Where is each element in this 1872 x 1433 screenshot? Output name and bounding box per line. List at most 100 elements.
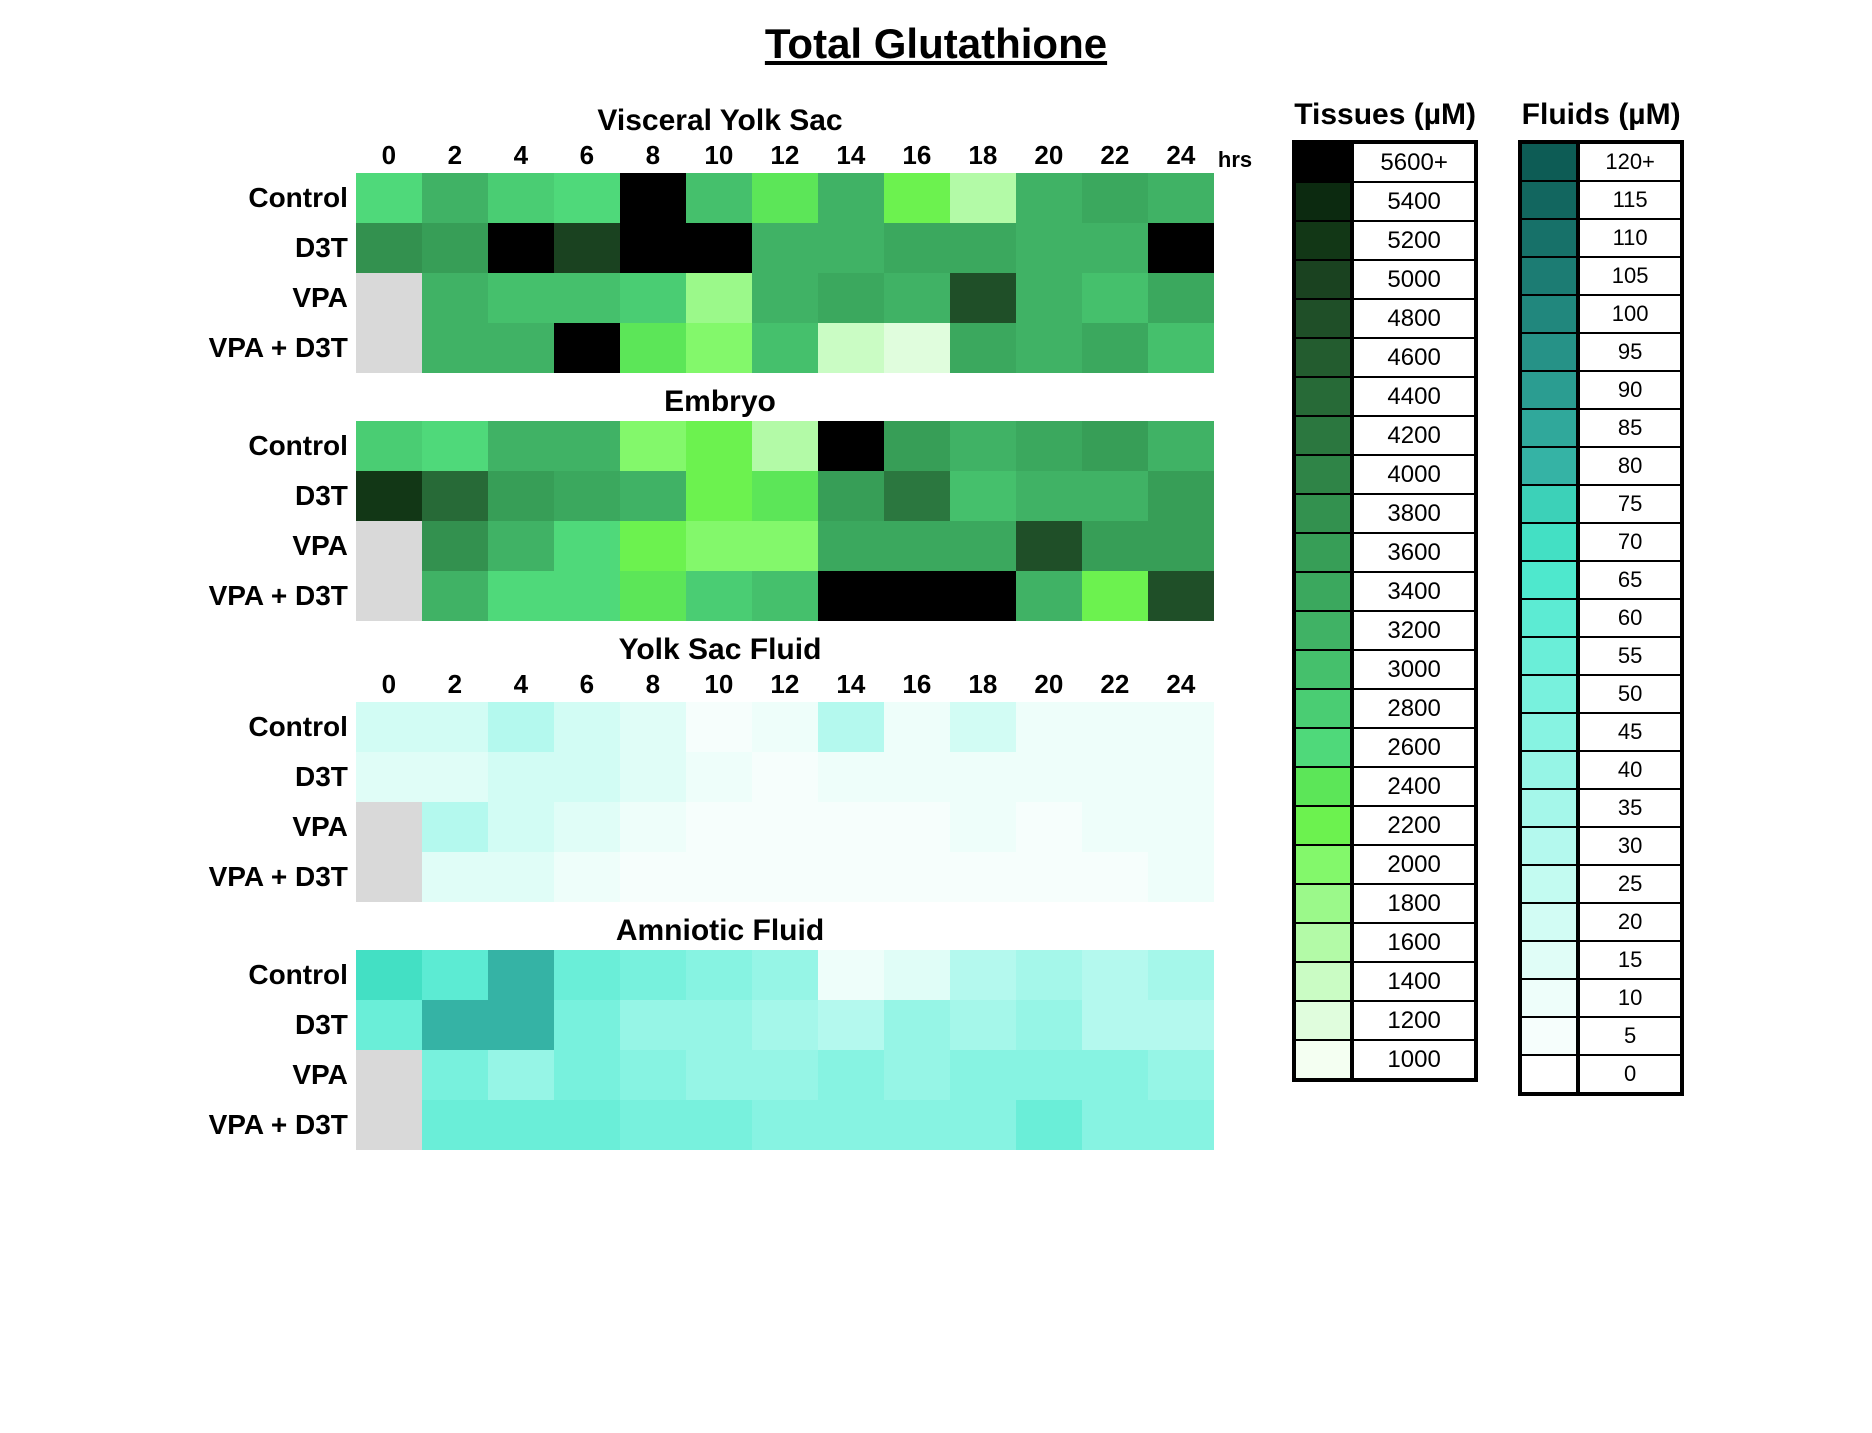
heatmap-cell bbox=[554, 852, 620, 902]
row-label: D3T bbox=[188, 1000, 356, 1050]
legend-label: 5400 bbox=[1354, 183, 1474, 222]
column-header: 2 bbox=[422, 669, 488, 702]
heatmap-cell bbox=[818, 471, 884, 521]
heatmap-cell bbox=[752, 273, 818, 323]
heatmap-cell bbox=[884, 173, 950, 223]
heatmap-cell bbox=[950, 471, 1016, 521]
heatmap-row: VPA bbox=[188, 273, 1252, 323]
legend-swatch bbox=[1522, 1018, 1576, 1056]
legend-swatch bbox=[1522, 182, 1576, 220]
heatmap-cell bbox=[1082, 1000, 1148, 1050]
legend-swatches bbox=[1518, 140, 1580, 1096]
heatmap-cell bbox=[488, 223, 554, 273]
legend-label: 120+ bbox=[1580, 144, 1680, 182]
legend-labels: 5600+54005200500048004600440042004000380… bbox=[1354, 140, 1478, 1082]
heatmap-cell bbox=[488, 521, 554, 571]
heatmap-cell bbox=[1148, 1050, 1214, 1100]
heatmap-cell bbox=[422, 702, 488, 752]
heatmap-cell bbox=[686, 1050, 752, 1100]
column-header: 14 bbox=[818, 140, 884, 173]
legend-body: 120+115110105100959085807570656055504540… bbox=[1518, 140, 1684, 1096]
heatmap-cell bbox=[554, 521, 620, 571]
heatmap-cell bbox=[1082, 1050, 1148, 1100]
heatmap-cell bbox=[620, 802, 686, 852]
panel-title: Visceral Yolk Sac bbox=[188, 104, 1252, 138]
legend-swatch bbox=[1522, 486, 1576, 524]
legend-label: 2200 bbox=[1354, 807, 1474, 846]
heatmap-cell bbox=[488, 752, 554, 802]
heatmap-cell bbox=[356, 521, 422, 571]
legend-label: 2400 bbox=[1354, 768, 1474, 807]
heatmap-cell bbox=[620, 752, 686, 802]
legend-tissues: Tissues (µM)5600+54005200500048004600440… bbox=[1292, 98, 1478, 1082]
column-header: 0 bbox=[356, 669, 422, 702]
legend-swatch bbox=[1522, 828, 1576, 866]
row-label: VPA bbox=[188, 521, 356, 571]
heatmap-cell bbox=[356, 323, 422, 373]
heatmap-cell bbox=[818, 223, 884, 273]
heatmap-cell bbox=[488, 802, 554, 852]
heatmap-cell bbox=[620, 173, 686, 223]
heatmap-cell bbox=[1082, 802, 1148, 852]
legend-label: 5600+ bbox=[1354, 144, 1474, 183]
legend-label: 3600 bbox=[1354, 534, 1474, 573]
column-header: 18 bbox=[950, 140, 1016, 173]
heatmap-cell bbox=[752, 571, 818, 621]
heatmap-cell bbox=[1082, 421, 1148, 471]
legend-body: 5600+54005200500048004600440042004000380… bbox=[1292, 140, 1478, 1082]
layout-container: Visceral Yolk Sac024681012141618202224hr… bbox=[10, 98, 1862, 1162]
heatmap-cell bbox=[356, 1050, 422, 1100]
heatmap-cell bbox=[422, 323, 488, 373]
legend-label: 4800 bbox=[1354, 300, 1474, 339]
legend-swatch bbox=[1296, 1041, 1350, 1078]
legend-swatch bbox=[1296, 807, 1350, 846]
heatmap-cell bbox=[818, 1100, 884, 1150]
legend-label: 100 bbox=[1580, 296, 1680, 334]
heatmap-cell bbox=[884, 471, 950, 521]
legend-fluids: Fluids (µM) 120+1151101051009590858075706… bbox=[1518, 98, 1684, 1096]
legend-label: 3200 bbox=[1354, 612, 1474, 651]
column-header: 12 bbox=[752, 140, 818, 173]
legend-label: 115 bbox=[1580, 182, 1680, 220]
heatmap-cell bbox=[554, 571, 620, 621]
legend-swatch bbox=[1296, 417, 1350, 456]
heatmap-cell bbox=[356, 802, 422, 852]
heatmap-cell bbox=[686, 323, 752, 373]
heatmap-cell bbox=[620, 1000, 686, 1050]
legend-swatch bbox=[1522, 258, 1576, 296]
row-label: VPA + D3T bbox=[188, 323, 356, 373]
heatmap-row: VPA bbox=[188, 521, 1252, 571]
heatmap-cell bbox=[884, 1000, 950, 1050]
legend-title: Fluids (µM) bbox=[1518, 98, 1684, 132]
heatmap-cell bbox=[1016, 421, 1082, 471]
heatmap-cell bbox=[818, 1050, 884, 1100]
legend-swatch bbox=[1522, 448, 1576, 486]
legend-label: 1000 bbox=[1354, 1041, 1474, 1078]
legend-label: 3800 bbox=[1354, 495, 1474, 534]
heatmap-cell bbox=[752, 950, 818, 1000]
heatmap-cell bbox=[752, 752, 818, 802]
heatmap-row: D3T bbox=[188, 1000, 1252, 1050]
heatmap-cell bbox=[818, 421, 884, 471]
legend-label: 10 bbox=[1580, 980, 1680, 1018]
heatmap-cell bbox=[1082, 323, 1148, 373]
heatmap-cell bbox=[1148, 571, 1214, 621]
legend-swatch bbox=[1522, 410, 1576, 448]
heatmap-cell bbox=[1148, 223, 1214, 273]
heatmap-cell bbox=[1082, 950, 1148, 1000]
heatmap-cell bbox=[1082, 571, 1148, 621]
heatmap-cell bbox=[1016, 1050, 1082, 1100]
heatmap-cell bbox=[950, 323, 1016, 373]
heatmap-cell bbox=[884, 1100, 950, 1150]
heatmap-cell bbox=[950, 521, 1016, 571]
legend-swatch bbox=[1296, 573, 1350, 612]
legend-swatch bbox=[1296, 456, 1350, 495]
legend-swatch bbox=[1296, 612, 1350, 651]
legend-label: 1200 bbox=[1354, 1002, 1474, 1041]
heatmap-cell bbox=[356, 752, 422, 802]
heatmap-cell bbox=[1148, 802, 1214, 852]
legend-label: 80 bbox=[1580, 448, 1680, 486]
legend-swatch bbox=[1296, 924, 1350, 963]
column-header: 24 bbox=[1148, 140, 1214, 173]
legend-label: 1800 bbox=[1354, 885, 1474, 924]
